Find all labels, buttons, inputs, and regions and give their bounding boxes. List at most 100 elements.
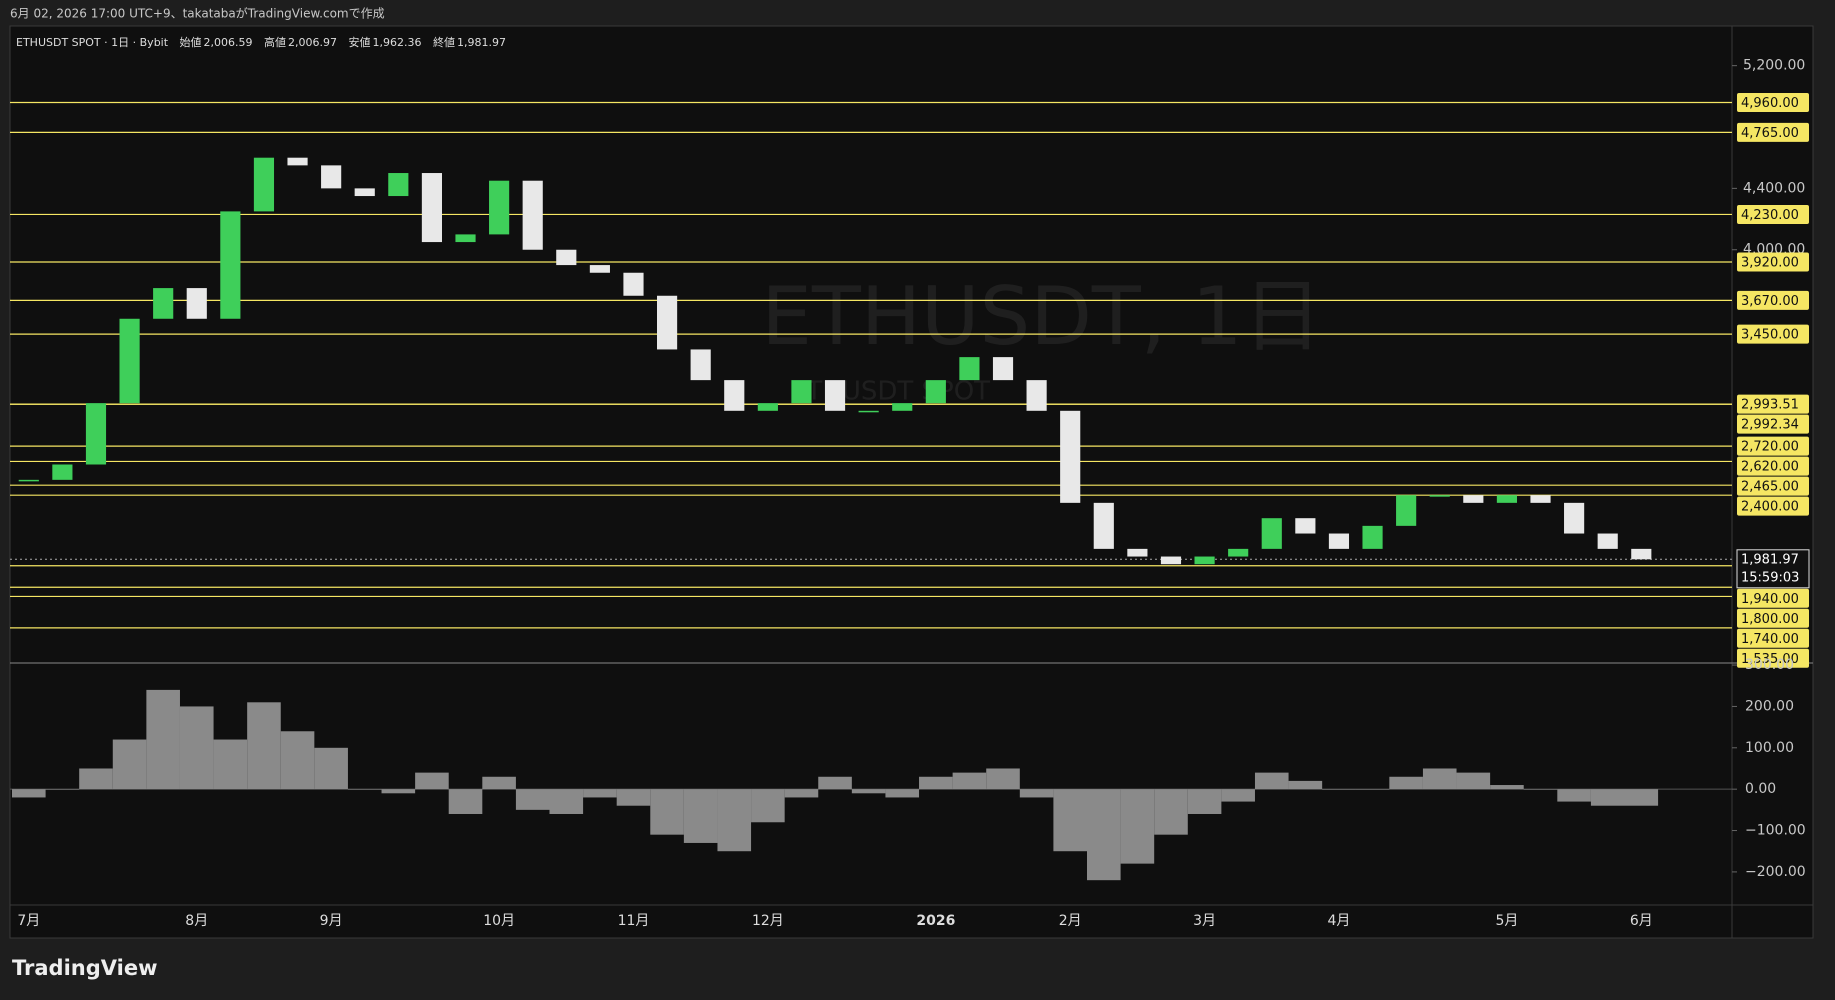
low: 1,962.36 <box>372 36 422 49</box>
candle <box>489 180 510 235</box>
candle <box>1093 502 1114 549</box>
level-label: 4,960.00 <box>1741 96 1799 111</box>
x-tick-label: 10月 <box>483 913 515 929</box>
level-label-box <box>1737 252 1809 272</box>
header: 6月 02, 2026 17:00 UTC+9、takatabaがTrading… <box>10 6 385 21</box>
macd-bar <box>45 789 80 790</box>
x-tick-label: 2026 <box>916 913 955 929</box>
macd-bar <box>818 776 852 790</box>
candle <box>421 173 442 243</box>
macd-bar <box>683 789 718 843</box>
candle <box>959 357 980 381</box>
macd-bar <box>751 789 785 823</box>
candle <box>522 180 543 250</box>
macd-bar <box>1120 789 1155 864</box>
candle <box>724 380 745 411</box>
candle <box>992 357 1014 381</box>
candle <box>690 349 711 381</box>
macd-bar <box>1389 776 1423 790</box>
level-label: 1,535.00 <box>1741 652 1799 667</box>
macd-bar <box>1355 789 1390 790</box>
macd-bar <box>482 776 516 790</box>
macd-bar <box>1254 772 1289 790</box>
x-tick-label: 5月 <box>1495 913 1518 929</box>
macd-bar <box>79 768 113 790</box>
candle <box>455 234 476 243</box>
candle <box>388 173 409 197</box>
close: 1,981.97 <box>457 36 506 49</box>
macd-bar <box>784 789 819 798</box>
candle <box>153 288 174 319</box>
level-label-box <box>1737 456 1809 476</box>
candle <box>657 295 678 350</box>
last-price-label: 1,981.97 <box>1741 552 1799 567</box>
level-label: 4,230.00 <box>1741 208 1799 223</box>
level-label: 2,992.34 <box>1741 418 1799 433</box>
macd-bar <box>851 789 886 794</box>
candle <box>1194 556 1215 565</box>
level-label-box <box>1737 92 1809 112</box>
macd-bar <box>1187 789 1222 814</box>
close-label: 終値 <box>433 36 455 49</box>
macd-y-tick-label: 0.00 <box>1745 781 1776 797</box>
candle <box>925 380 946 404</box>
x-tick-label: 9月 <box>320 913 343 929</box>
level-label-box <box>1737 394 1809 414</box>
macd-bar <box>1590 789 1625 806</box>
candle <box>1026 380 1047 411</box>
level-label-box <box>1737 414 1809 434</box>
candle <box>287 157 308 166</box>
candle <box>1463 495 1484 503</box>
candle <box>354 188 375 197</box>
high: 2,006.97 <box>288 36 338 49</box>
macd-bar <box>717 789 752 852</box>
candle <box>1597 533 1618 549</box>
candle <box>1127 548 1148 557</box>
macd-bar <box>112 739 147 790</box>
low-label: 安値 <box>348 36 371 49</box>
macd-bar <box>515 789 550 810</box>
level-label: 3,670.00 <box>1741 294 1799 309</box>
x-tick-label: 11月 <box>618 913 650 929</box>
candle <box>85 403 107 465</box>
macd-bar <box>1053 789 1087 852</box>
level-label-box <box>1737 588 1809 608</box>
level-label: 1,800.00 <box>1741 612 1799 627</box>
macd-bar <box>179 706 214 790</box>
level-label-box <box>1737 476 1809 496</box>
x-tick-label: 6月 <box>1630 913 1653 929</box>
macd-bar <box>583 789 617 798</box>
macd-y-tick-label: 100.00 <box>1745 740 1794 756</box>
macd-bar <box>885 789 920 798</box>
candle <box>1396 495 1417 526</box>
macd-bar <box>12 789 46 798</box>
candle <box>18 479 39 482</box>
macd-bar <box>616 789 651 806</box>
x-tick-label: 8月 <box>185 913 208 929</box>
level-label: 2,465.00 <box>1741 480 1799 495</box>
level-label-box <box>1737 290 1809 310</box>
candle <box>1530 495 1551 503</box>
candle <box>1295 518 1316 534</box>
level-label: 3,920.00 <box>1741 256 1799 271</box>
macd-bar <box>314 747 348 790</box>
level-label: 1,740.00 <box>1741 632 1799 647</box>
candle <box>892 403 913 411</box>
macd-bar <box>448 789 483 814</box>
level-label: 2,620.00 <box>1741 460 1799 475</box>
macd-bar <box>1490 785 1524 790</box>
candle <box>791 380 812 404</box>
level-label: 2,993.51 <box>1741 398 1799 413</box>
macd-bar <box>347 789 382 790</box>
candle <box>1362 525 1383 549</box>
candle <box>119 318 140 404</box>
candle <box>1228 548 1249 557</box>
level-label-box <box>1737 648 1809 668</box>
x-tick-label: 3月 <box>1193 913 1216 929</box>
candle <box>52 464 73 480</box>
level-label-box <box>1737 436 1809 456</box>
watermark-title: ETHUSDT, 1日 <box>761 270 1322 363</box>
candle <box>253 157 275 212</box>
